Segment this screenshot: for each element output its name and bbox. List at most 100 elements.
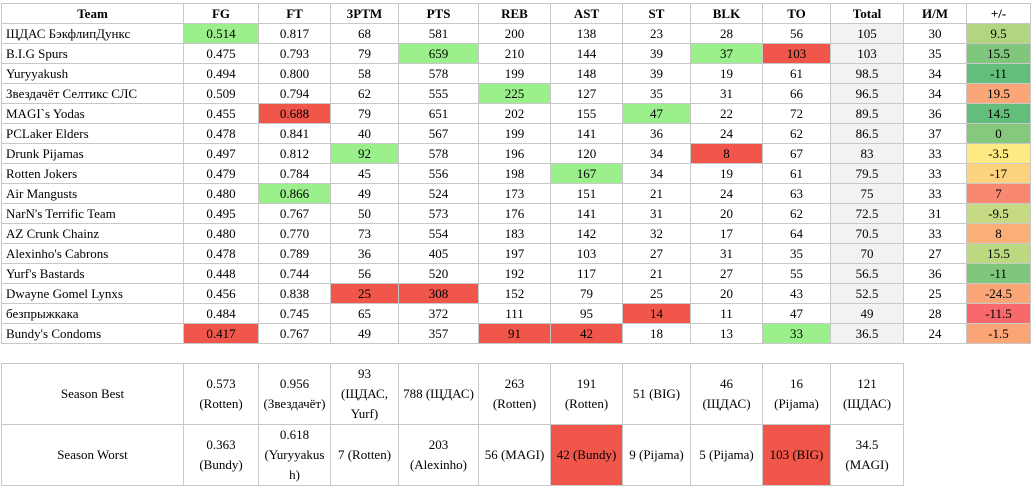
header-cell: FG xyxy=(183,3,259,24)
cell: 0.838 xyxy=(258,283,331,304)
cell: 19.5 xyxy=(966,83,1031,104)
blank xyxy=(967,364,1031,425)
cell: 31 xyxy=(903,203,967,224)
cell: 36.5 xyxy=(830,323,904,344)
summary-label: Season Best xyxy=(1,363,184,425)
summary-cell: 51 (BIG) xyxy=(622,363,691,425)
cell: 151 xyxy=(550,183,623,204)
cell: 173 xyxy=(478,183,551,204)
header-row: Team FG FT 3PTM PTS REB AST ST BLK TO Total И/М +/- xyxy=(1,3,1031,24)
cell: 167 xyxy=(550,163,623,184)
cell: 8 xyxy=(966,223,1031,244)
cell: 24 xyxy=(690,123,763,144)
cell: 0.800 xyxy=(258,63,331,84)
cell: 196 xyxy=(478,143,551,164)
team-row: B.I.G Spurs 0.475 0.793 79 659 210 144 39 37 103 1… xyxy=(1,43,1031,64)
cell: 49 xyxy=(330,323,399,344)
summary-row: Season Worst 0.363 (Bundy) 0.618 (Yuryyaku… xyxy=(1,424,1031,486)
header-cell: +/- xyxy=(966,3,1031,24)
cell: 144 xyxy=(550,43,623,64)
cell: 73 xyxy=(330,223,399,244)
cell: 183 xyxy=(478,223,551,244)
cell: Звездачёт Селтикс СЛС xyxy=(1,83,184,104)
blank xyxy=(967,425,1031,486)
header-cell: AST xyxy=(550,3,623,24)
cell: 192 xyxy=(478,263,551,284)
cell: 659 xyxy=(398,43,479,64)
cell: 24 xyxy=(690,183,763,204)
cell: 20 xyxy=(690,203,763,224)
cell: 58 xyxy=(330,63,399,84)
cell: 64 xyxy=(762,223,831,244)
cell: 30 xyxy=(903,23,967,44)
spacer xyxy=(831,344,904,364)
cell: 55 xyxy=(762,263,831,284)
cell: -17 xyxy=(966,163,1031,184)
cell: 0.480 xyxy=(183,223,259,244)
cell: 96.5 xyxy=(830,83,904,104)
cell: 578 xyxy=(398,143,479,164)
cell: 79 xyxy=(330,43,399,64)
cell: 33 xyxy=(903,183,967,204)
summary-cell: 42 (Bundy) xyxy=(550,424,623,486)
cell: -1.5 xyxy=(966,323,1031,344)
spacer xyxy=(331,344,399,364)
cell: -3.5 xyxy=(966,143,1031,164)
cell: 0.789 xyxy=(258,243,331,264)
cell: 20 xyxy=(690,283,763,304)
cell: 210 xyxy=(478,43,551,64)
team-row: Rotten Jokers 0.479 0.784 45 556 198 167 34 19 61… xyxy=(1,163,1031,184)
cell: 27 xyxy=(690,263,763,284)
summary-cell: 191 (Rotten) xyxy=(550,363,623,425)
cell: 199 xyxy=(478,123,551,144)
team-row: Bundy's Condoms 0.417 0.767 49 357 91 42 18 13 33… xyxy=(1,323,1031,344)
cell: 556 xyxy=(398,163,479,184)
cell: -24.5 xyxy=(966,283,1031,304)
cell: 92 xyxy=(330,143,399,164)
cell: 50 xyxy=(330,203,399,224)
cell: 138 xyxy=(550,23,623,44)
cell: -11 xyxy=(966,263,1031,284)
spacer xyxy=(691,344,763,364)
cell: 63 xyxy=(762,183,831,204)
cell: 79 xyxy=(550,283,623,304)
cell: 0.514 xyxy=(183,23,259,44)
cell: 33 xyxy=(903,163,967,184)
team-row: Air Mangusts 0.480 0.866 49 524 173 151 21 24 63 7… xyxy=(1,183,1031,204)
cell: 47 xyxy=(762,303,831,324)
cell: 0.793 xyxy=(258,43,331,64)
cell: 0.767 xyxy=(258,203,331,224)
cell: 31 xyxy=(690,243,763,264)
cell: 61 xyxy=(762,163,831,184)
team-row: Dwayne Gomel Lynxs 0.456 0.838 25 308 152 79 25… xyxy=(1,283,1031,304)
cell: 0.478 xyxy=(183,123,259,144)
cell: 202 xyxy=(478,103,551,124)
spacer xyxy=(763,344,831,364)
spacer xyxy=(399,344,479,364)
team-row: NarN's Terrific Team 0.495 0.767 50 573 176 14… xyxy=(1,203,1031,224)
cell: 14 xyxy=(622,303,691,324)
cell: 37 xyxy=(903,123,967,144)
cell: 0.484 xyxy=(183,303,259,324)
cell: 225 xyxy=(478,83,551,104)
cell: 308 xyxy=(398,283,479,304)
cell: 66 xyxy=(762,83,831,104)
cell: 520 xyxy=(398,263,479,284)
cell: 36 xyxy=(903,263,967,284)
cell: 152 xyxy=(478,283,551,304)
cell: 15.5 xyxy=(966,243,1031,264)
cell: MAGI`s Yodas xyxy=(1,103,184,124)
cell: 0.744 xyxy=(258,263,331,284)
cell: 67 xyxy=(762,143,831,164)
cell: 15.5 xyxy=(966,43,1031,64)
cell: B.I.G Spurs xyxy=(1,43,184,64)
cell: 0.812 xyxy=(258,143,331,164)
cell: 70 xyxy=(830,243,904,264)
header-cell: PTS xyxy=(398,3,479,24)
cell: 35 xyxy=(622,83,691,104)
cell: 0.817 xyxy=(258,23,331,44)
team-row: Звездачёт Селтикс СЛС 0.509 0.794 62 555 225 1… xyxy=(1,83,1031,104)
cell: 21 xyxy=(622,183,691,204)
cell: 43 xyxy=(762,283,831,304)
cell: 0.494 xyxy=(183,63,259,84)
